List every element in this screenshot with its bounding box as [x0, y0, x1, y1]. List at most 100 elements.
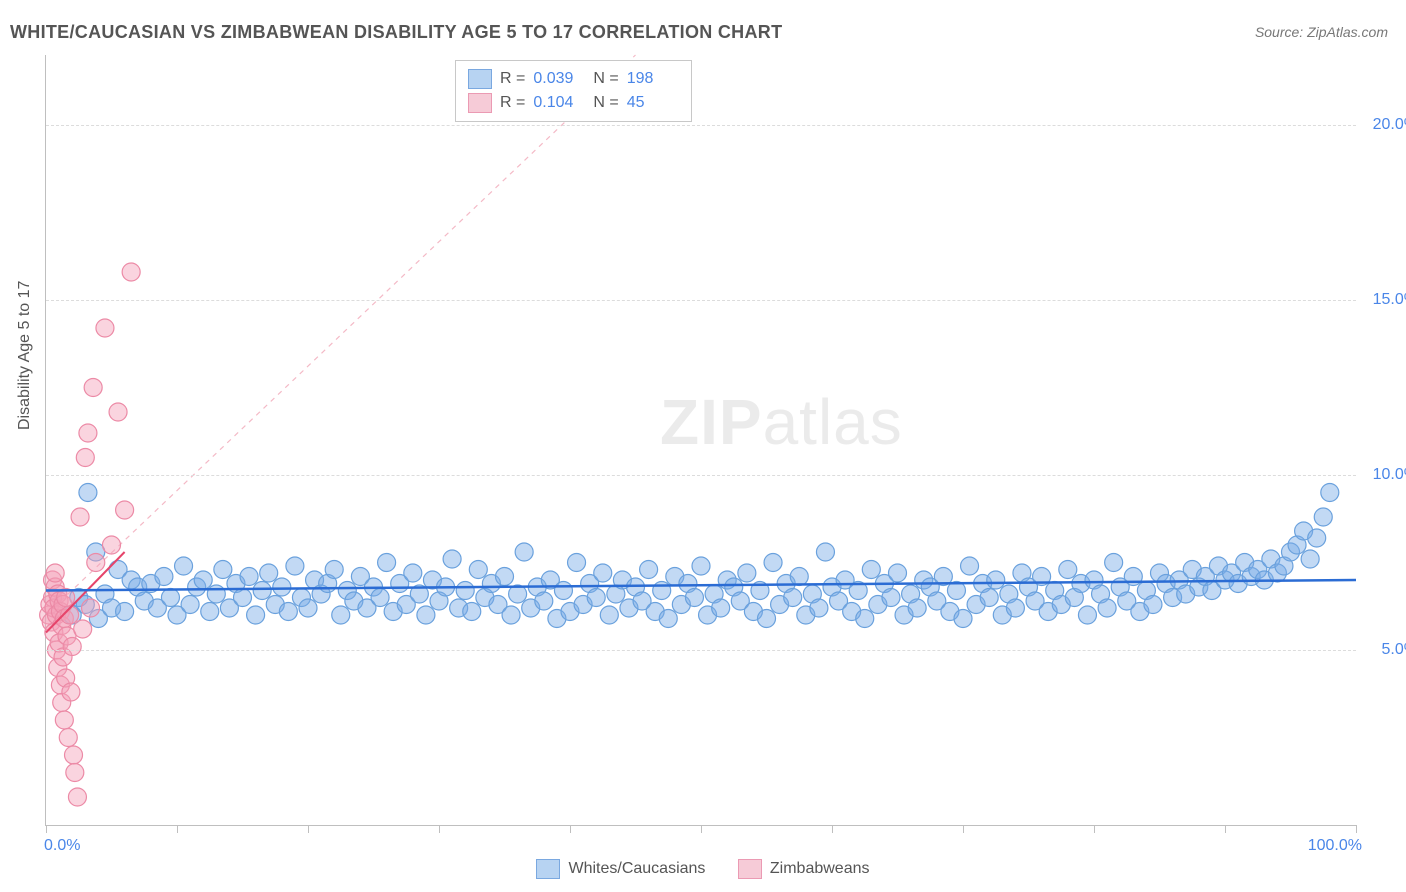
chart-svg: [46, 55, 1356, 825]
data-point: [63, 638, 81, 656]
data-point: [685, 589, 703, 607]
legend-r-label: R =: [500, 94, 525, 112]
data-point: [161, 589, 179, 607]
data-point: [784, 589, 802, 607]
y-tick-label: 15.0%: [1362, 291, 1406, 309]
data-point: [587, 589, 605, 607]
data-point: [738, 564, 756, 582]
data-point: [175, 557, 193, 575]
data-point: [790, 568, 808, 586]
data-point: [66, 764, 84, 782]
data-point: [758, 610, 776, 628]
bottom-legend-zimbabweans: Zimbabweans: [738, 859, 870, 879]
data-point: [882, 589, 900, 607]
data-point: [214, 561, 232, 579]
plot-area: 5.0%10.0%15.0%20.0%0.0%100.0%: [45, 55, 1356, 826]
data-point: [496, 568, 514, 586]
data-point: [640, 561, 658, 579]
data-point: [1321, 484, 1339, 502]
x-tick: [1356, 825, 1357, 833]
data-point: [155, 568, 173, 586]
data-point: [568, 554, 586, 572]
y-tick-label: 20.0%: [1362, 116, 1406, 134]
x-tick: [1225, 825, 1226, 833]
x-tick: [308, 825, 309, 833]
data-point: [961, 557, 979, 575]
data-point: [181, 596, 199, 614]
data-point: [194, 571, 212, 589]
x-tick: [701, 825, 702, 833]
data-point: [103, 536, 121, 554]
data-point: [79, 424, 97, 442]
bottom-legend-label-whites: Whites/Caucasians: [568, 860, 705, 878]
data-point: [55, 711, 73, 729]
x-tick: [1094, 825, 1095, 833]
y-tick-label: 5.0%: [1362, 641, 1406, 659]
data-point: [240, 568, 258, 586]
gridline-h: [46, 125, 1356, 126]
bottom-legend-whites: Whites/Caucasians: [536, 859, 705, 879]
x-tick: [570, 825, 571, 833]
x-tick: [177, 825, 178, 833]
data-point: [371, 589, 389, 607]
data-point: [116, 501, 134, 519]
data-point: [1301, 550, 1319, 568]
data-point: [443, 550, 461, 568]
data-point: [987, 571, 1005, 589]
data-point: [980, 589, 998, 607]
data-point: [554, 582, 572, 600]
data-point: [234, 589, 252, 607]
data-point: [76, 449, 94, 467]
correlation-legend: R = 0.039 N = 198 R = 0.104 N = 45: [455, 60, 692, 122]
data-point: [273, 578, 291, 596]
data-point: [954, 610, 972, 628]
legend-r-value-whites: 0.039: [533, 70, 585, 88]
data-point: [71, 508, 89, 526]
x-tick: [46, 825, 47, 833]
regression-line: [46, 55, 636, 615]
data-point: [594, 564, 612, 582]
data-point: [247, 606, 265, 624]
data-point: [764, 554, 782, 572]
data-point: [325, 561, 343, 579]
swatch-zim-bottom: [738, 859, 762, 879]
data-point: [856, 610, 874, 628]
data-point: [600, 606, 618, 624]
data-point: [378, 554, 396, 572]
data-point: [463, 603, 481, 621]
data-point: [1059, 561, 1077, 579]
data-point: [79, 484, 97, 502]
data-point: [810, 599, 828, 617]
legend-n-label: N =: [593, 70, 618, 88]
data-point: [1314, 508, 1332, 526]
legend-r-value-zim: 0.104: [533, 94, 585, 112]
data-point: [109, 403, 127, 421]
data-point: [207, 585, 225, 603]
legend-row-zimbabweans: R = 0.104 N = 45: [468, 91, 679, 115]
x-axis-min-label: 0.0%: [44, 837, 80, 855]
x-tick: [963, 825, 964, 833]
data-point: [65, 746, 83, 764]
data-point: [87, 554, 105, 572]
data-point: [1098, 599, 1116, 617]
data-point: [122, 263, 140, 281]
data-point: [692, 557, 710, 575]
data-point: [279, 603, 297, 621]
data-point: [201, 603, 219, 621]
data-point: [535, 592, 553, 610]
data-point: [260, 564, 278, 582]
data-point: [1006, 599, 1024, 617]
swatch-zimbabweans: [468, 93, 492, 113]
data-point: [116, 603, 134, 621]
data-point: [46, 564, 64, 582]
data-point: [456, 582, 474, 600]
data-point: [253, 582, 271, 600]
gridline-h: [46, 475, 1356, 476]
legend-row-whites: R = 0.039 N = 198: [468, 67, 679, 91]
data-point: [332, 606, 350, 624]
data-point: [653, 582, 671, 600]
x-tick: [832, 825, 833, 833]
y-axis-label: Disability Age 5 to 17: [16, 281, 34, 430]
data-point: [1078, 606, 1096, 624]
data-point: [659, 610, 677, 628]
